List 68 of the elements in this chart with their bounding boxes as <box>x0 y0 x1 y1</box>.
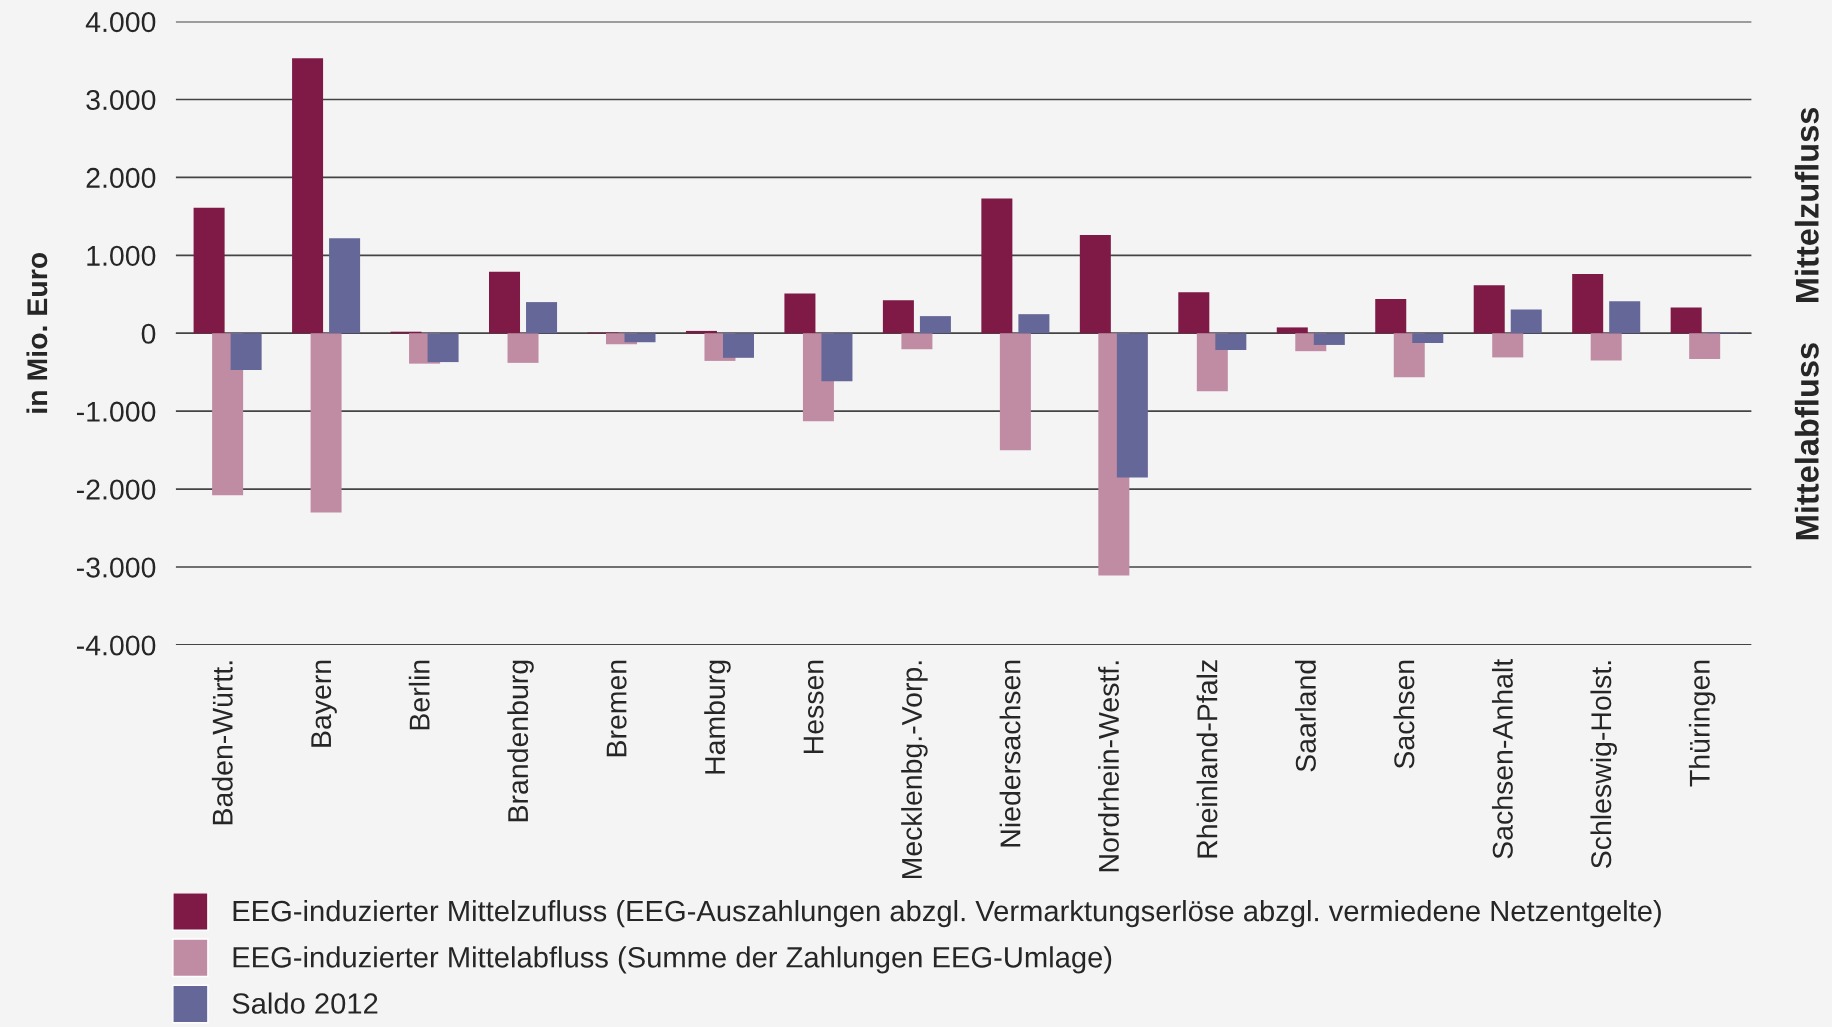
y-tick-label: 4.000 <box>85 12 156 33</box>
legend-label: EEG-induzierter Mittelzufluss (EEG-Auszahlungen abzgl. Vermarktungserlöse abzgl. vermiedene Netzentgelte) <box>233 899 1661 928</box>
bar <box>1313 333 1345 345</box>
x-tick-label: Hamburg <box>704 660 731 774</box>
x-tick-label: Bremen <box>606 660 627 757</box>
x-tick-label: Sachsen-Anhalt <box>1491 659 1513 859</box>
bar <box>1178 292 1210 334</box>
bar <box>1276 327 1308 334</box>
bar <box>784 293 816 334</box>
bar <box>1079 235 1111 334</box>
bar <box>1473 285 1505 334</box>
bar <box>722 333 754 358</box>
x-tick-label: Mecklenbg.-Vorp. <box>901 661 928 879</box>
y-tick-label: -4.000 <box>76 635 156 656</box>
bar <box>981 198 1013 334</box>
bar <box>919 316 951 334</box>
legend-label: EEG-induzierter Mittelabfluss (Summe der Zahlungen EEG-Umlage) <box>233 946 1112 974</box>
y-tick-label: 3.000 <box>86 89 156 111</box>
bar <box>624 333 656 343</box>
x-tick-label: Nordrhein-Westf. <box>1098 661 1119 872</box>
bar <box>1670 307 1702 334</box>
y-tick-label: 1.000 <box>87 245 156 266</box>
x-tick-label: Brandenburg <box>507 660 534 822</box>
x-tick-label: Schleswig-Holst. <box>1590 661 1617 868</box>
x-tick-label: Thüringen <box>1688 660 1716 787</box>
bar <box>1590 333 1622 361</box>
x-tick-label: Saarland <box>1295 660 1316 772</box>
bar <box>1609 301 1641 334</box>
x-tick-label: Berlin <box>408 660 430 730</box>
text: Mittelabfluss <box>1794 343 1819 540</box>
bar <box>901 333 933 350</box>
bar <box>310 333 342 513</box>
bar <box>1215 333 1247 351</box>
bar <box>1375 298 1407 334</box>
bar <box>329 238 361 334</box>
bar <box>1492 333 1524 358</box>
bar <box>999 333 1031 451</box>
x-tick-label: Niedersachsen <box>999 660 1021 847</box>
legend-label: Saldo 2012 <box>232 992 378 1014</box>
bar <box>427 333 459 363</box>
bar <box>1510 309 1542 334</box>
x-tick-label: Bayern <box>311 660 337 747</box>
bar <box>212 333 244 496</box>
y-tick-label: -3.000 <box>76 557 156 578</box>
y-tick-label: -1.000 <box>76 401 156 422</box>
bar <box>489 271 521 334</box>
bar <box>1018 314 1050 334</box>
bar <box>193 207 225 334</box>
bar <box>507 333 539 363</box>
bar <box>1412 333 1444 343</box>
x-tick-label: Baden-Württ. <box>211 661 233 825</box>
bar <box>882 300 914 334</box>
text: Mittelzufluss <box>1794 107 1819 303</box>
y-tick-label: 0 <box>141 323 156 344</box>
bar <box>1116 333 1148 478</box>
bar <box>230 333 262 370</box>
x-tick-label: Sachsen <box>1393 660 1415 769</box>
y-tick-label: 2.000 <box>86 167 156 189</box>
bar <box>1393 333 1425 378</box>
x-tick-label: Rheinland-Pfalz <box>1196 660 1218 858</box>
y-axis-title: in Mio. Euro <box>26 252 48 413</box>
bar <box>292 58 324 334</box>
x-tick-label: Hessen <box>803 660 824 754</box>
bar <box>821 333 853 382</box>
bar <box>526 302 558 334</box>
y-tick-label: -2.000 <box>76 479 156 500</box>
bar <box>1689 333 1721 359</box>
bar <box>1572 274 1604 334</box>
